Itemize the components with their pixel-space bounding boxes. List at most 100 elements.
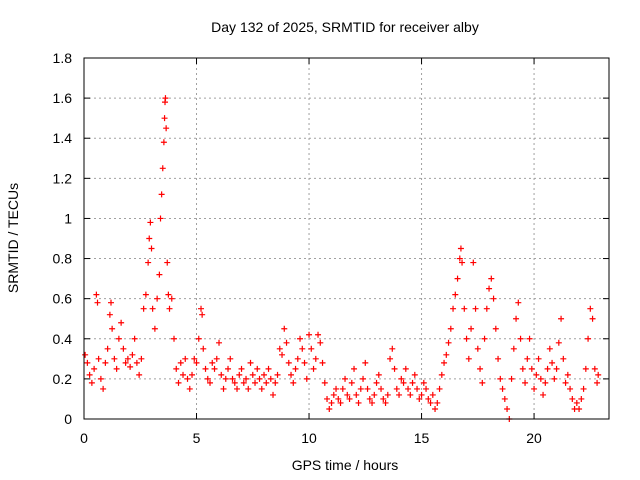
data-point — [310, 365, 317, 372]
data-point — [95, 355, 102, 362]
data-point — [158, 191, 165, 198]
data-point — [108, 299, 115, 306]
data-point — [414, 385, 421, 392]
x-tick-label: 10 — [301, 430, 317, 446]
data-point — [425, 395, 432, 402]
data-point — [339, 385, 346, 392]
data-point — [452, 291, 459, 298]
data-point — [88, 379, 95, 386]
data-point — [400, 379, 407, 386]
data-point — [420, 379, 427, 386]
data-point — [301, 359, 308, 366]
data-point — [573, 399, 580, 406]
data-point — [429, 391, 436, 398]
data-point — [106, 311, 113, 318]
data-point — [154, 295, 161, 302]
data-point — [279, 351, 286, 358]
data-point — [290, 379, 297, 386]
data-point — [163, 125, 170, 132]
data-point — [533, 371, 540, 378]
data-point — [281, 325, 288, 332]
data-point — [166, 305, 173, 312]
y-tick-label: 0.4 — [53, 331, 73, 347]
data-point — [423, 385, 430, 392]
data-point — [474, 345, 481, 352]
data-point — [122, 359, 129, 366]
y-tick-label: 1.8 — [53, 50, 73, 66]
data-point — [438, 371, 445, 378]
data-point — [531, 385, 538, 392]
data-point — [231, 379, 238, 386]
data-point — [209, 359, 216, 366]
data-point — [387, 355, 394, 362]
data-point — [564, 371, 571, 378]
data-point — [555, 339, 562, 346]
data-point — [405, 385, 412, 392]
chart-title: Day 132 of 2025, SRMTID for receiver alb… — [211, 19, 479, 35]
data-point — [149, 305, 156, 312]
data-point — [97, 375, 104, 382]
data-point — [333, 385, 340, 392]
data-point — [416, 395, 423, 402]
data-point — [254, 365, 261, 372]
data-point — [160, 139, 167, 146]
data-point — [375, 371, 382, 378]
data-point — [434, 399, 441, 406]
data-point — [558, 315, 565, 322]
data-point — [243, 375, 250, 382]
data-point — [162, 95, 169, 102]
data-point — [189, 371, 196, 378]
data-point — [129, 351, 136, 358]
data-point — [124, 355, 131, 362]
data-point — [263, 379, 270, 386]
data-point — [495, 355, 502, 362]
data-point — [285, 359, 292, 366]
x-tick-label: 15 — [414, 430, 430, 446]
data-point — [549, 359, 556, 366]
data-point — [488, 275, 495, 282]
data-point — [297, 335, 304, 342]
x-tick-label: 0 — [80, 430, 88, 446]
data-point — [202, 365, 209, 372]
data-point — [213, 355, 220, 362]
data-point — [384, 391, 391, 398]
data-point — [93, 291, 100, 298]
data-point — [220, 385, 227, 392]
data-point — [335, 395, 342, 402]
data-point — [133, 359, 140, 366]
data-point — [441, 359, 448, 366]
data-point — [501, 395, 508, 402]
data-point — [526, 335, 533, 342]
data-point — [337, 399, 344, 406]
data-point — [447, 325, 454, 332]
y-tick-label: 0.8 — [53, 251, 73, 267]
data-point — [164, 259, 171, 266]
data-point — [407, 391, 414, 398]
data-point — [445, 339, 452, 346]
data-point — [91, 365, 98, 372]
data-point — [342, 375, 349, 382]
data-point — [580, 385, 587, 392]
data-point — [508, 375, 515, 382]
data-point — [389, 345, 396, 352]
data-point — [582, 365, 589, 372]
data-point — [362, 359, 369, 366]
data-point — [234, 385, 241, 392]
data-point — [147, 219, 154, 226]
data-point — [195, 335, 202, 342]
data-point — [249, 371, 256, 378]
data-point — [515, 299, 522, 306]
data-point — [454, 275, 461, 282]
data-point — [267, 375, 274, 382]
data-point — [317, 339, 324, 346]
data-point — [222, 375, 229, 382]
data-point — [245, 385, 252, 392]
data-point — [513, 315, 520, 322]
data-point — [218, 371, 225, 378]
data-point — [258, 385, 265, 392]
data-point — [346, 395, 353, 402]
data-point — [283, 339, 290, 346]
data-point — [328, 399, 335, 406]
data-point — [373, 379, 380, 386]
